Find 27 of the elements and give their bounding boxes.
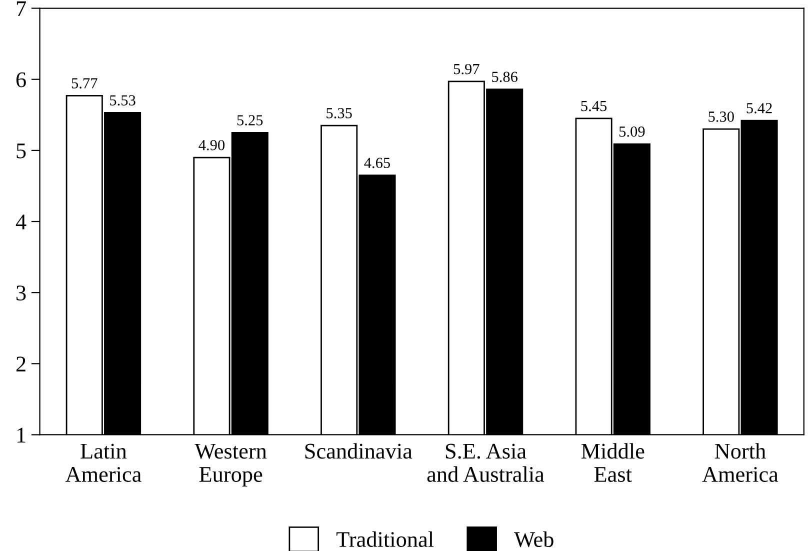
data-label: 5.86 xyxy=(492,72,518,82)
data-label: 4.90 xyxy=(198,140,225,150)
x-tick-label: Latin America xyxy=(65,444,142,482)
data-label: 5.35 xyxy=(326,108,352,118)
data-label: 5.45 xyxy=(581,100,607,112)
legend-label: Traditional xyxy=(336,531,434,548)
y-tick-label: 3 xyxy=(16,286,26,301)
y-tick-label: 5 xyxy=(16,144,26,158)
data-label: 5.09 xyxy=(619,126,645,137)
y-tick-label: 7 xyxy=(16,1,26,16)
data-label: 5.97 xyxy=(454,64,480,74)
data-label: 5.30 xyxy=(708,112,734,122)
data-label: 4.65 xyxy=(364,158,390,168)
x-tick-label: North America xyxy=(702,443,778,482)
data-label: 5.77 xyxy=(72,78,98,88)
y-tick-label: 2 xyxy=(16,356,26,372)
x-tick-label: S.E. Asia and Australia xyxy=(427,444,544,482)
x-tick-label: Scandinavia xyxy=(305,443,412,459)
data-label: 5.53 xyxy=(110,95,136,106)
x-tick-label: Middle East xyxy=(581,443,644,482)
y-tick-label: 6 xyxy=(16,72,26,88)
data-label: 5.25 xyxy=(237,115,263,126)
x-tick-label: Western Europe xyxy=(194,444,267,486)
y-tick-label: 1 xyxy=(17,428,26,442)
y-tick-label: 4 xyxy=(16,214,26,230)
data-label: 5.42 xyxy=(746,103,772,114)
legend-label: Web xyxy=(514,531,554,548)
